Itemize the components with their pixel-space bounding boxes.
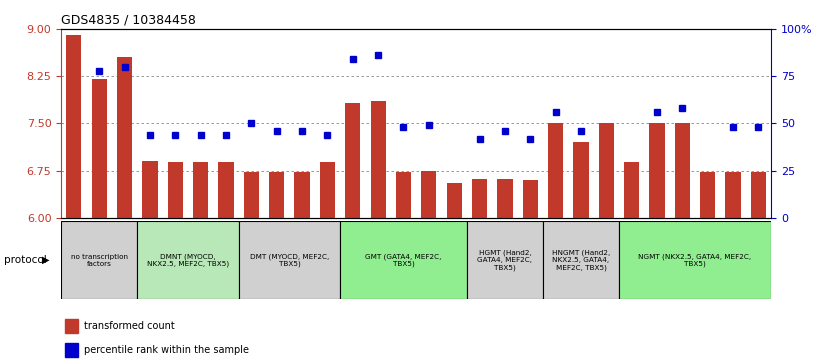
Bar [295, 172, 309, 218]
Text: GDS4835 / 10384458: GDS4835 / 10384458 [61, 13, 196, 26]
Text: DMT (MYOCD, MEF2C,
TBX5): DMT (MYOCD, MEF2C, TBX5) [250, 253, 329, 268]
Bar [421, 171, 437, 218]
Bar [650, 123, 664, 218]
Bar [497, 179, 512, 218]
Bar [675, 123, 690, 218]
Bar [522, 180, 538, 218]
Bar [725, 172, 741, 218]
Text: HNGMT (Hand2,
NKX2.5, GATA4,
MEF2C, TBX5): HNGMT (Hand2, NKX2.5, GATA4, MEF2C, TBX5… [552, 250, 610, 271]
Bar [142, 161, 157, 218]
Bar [700, 172, 716, 218]
Bar [168, 162, 183, 218]
Bar [340, 221, 467, 299]
Text: transformed count: transformed count [84, 321, 175, 331]
Text: ▶: ▶ [42, 254, 50, 265]
Bar [543, 221, 619, 299]
Bar [91, 79, 107, 218]
Bar [117, 57, 132, 218]
Bar [64, 319, 78, 333]
Bar [619, 221, 771, 299]
Bar [370, 101, 386, 218]
Text: NGMT (NKX2.5, GATA4, MEF2C,
TBX5): NGMT (NKX2.5, GATA4, MEF2C, TBX5) [638, 253, 752, 268]
Text: protocol: protocol [4, 254, 47, 265]
Bar [137, 221, 238, 299]
Text: DMNT (MYOCD,
NKX2.5, MEF2C, TBX5): DMNT (MYOCD, NKX2.5, MEF2C, TBX5) [147, 253, 229, 268]
Bar [467, 221, 543, 299]
Bar [574, 142, 588, 218]
Bar [751, 172, 766, 218]
Bar [61, 221, 137, 299]
Text: no transcription
factors: no transcription factors [71, 254, 128, 267]
Text: GMT (GATA4, MEF2C,
TBX5): GMT (GATA4, MEF2C, TBX5) [366, 253, 441, 268]
Text: percentile rank within the sample: percentile rank within the sample [84, 345, 249, 355]
Bar [548, 123, 563, 218]
Bar [624, 162, 639, 218]
Bar [320, 162, 335, 218]
Bar [345, 103, 361, 218]
Text: HGMT (Hand2,
GATA4, MEF2C,
TBX5): HGMT (Hand2, GATA4, MEF2C, TBX5) [477, 250, 532, 271]
Bar [472, 179, 487, 218]
Bar [599, 123, 614, 218]
Bar [66, 35, 82, 218]
Bar [396, 172, 411, 218]
Bar [244, 172, 259, 218]
Bar [446, 183, 462, 218]
Bar [238, 221, 340, 299]
Bar [193, 162, 208, 218]
Bar [269, 172, 284, 218]
Bar [219, 162, 233, 218]
Bar [64, 343, 78, 357]
